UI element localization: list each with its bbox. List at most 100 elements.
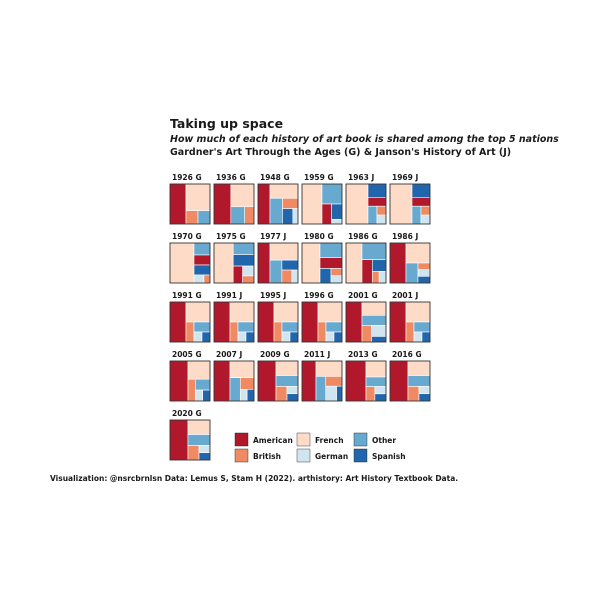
tile-1996-g-american bbox=[301, 301, 319, 343]
tile-2001-j-spanish bbox=[421, 331, 431, 343]
tile-1959-g-french bbox=[301, 183, 323, 225]
panel-frame-2011-j bbox=[301, 360, 343, 402]
panel-label-1986-j: 1986 J bbox=[392, 232, 418, 241]
legend-label-spanish: Spanish bbox=[372, 452, 406, 461]
tile-1991-g-american bbox=[169, 301, 187, 343]
panel-frame-1991-j bbox=[213, 301, 255, 343]
tile-1986-g-american bbox=[361, 259, 373, 284]
tile-2020-g-french bbox=[187, 419, 211, 435]
tile-1969-j-british bbox=[420, 205, 431, 216]
tile-1969-j-german bbox=[420, 214, 431, 225]
panel-frame-1995-j bbox=[257, 301, 299, 343]
tile-1970-g-spanish bbox=[193, 264, 211, 276]
tile-2005-g-spanish bbox=[202, 389, 211, 402]
legend-swatch-spanish bbox=[353, 448, 368, 463]
panel-label-1969-j: 1969 J bbox=[392, 173, 418, 182]
tile-2016-g-other bbox=[407, 375, 431, 387]
tile-2013-g-british bbox=[365, 386, 376, 402]
tile-2001-j-american bbox=[389, 301, 407, 343]
panel-frame-1996-g bbox=[301, 301, 343, 343]
legend-label-american: American bbox=[253, 436, 293, 445]
panel-frame-1948-g bbox=[257, 183, 299, 225]
panel-frame-2005-g bbox=[169, 360, 211, 402]
panel-frame-2009-g bbox=[257, 360, 299, 402]
panel-frame-1986-j bbox=[389, 242, 431, 284]
tile-1959-g-american bbox=[321, 203, 332, 225]
tile-2001-g-german bbox=[371, 325, 387, 337]
panel-label-1975-g: 1975 G bbox=[216, 232, 246, 241]
panel-label-2016-g: 2016 G bbox=[392, 350, 422, 359]
panel-label-1963-j: 1963 J bbox=[348, 173, 374, 182]
tile-2016-g-american bbox=[389, 360, 409, 402]
tile-2007-j-other bbox=[229, 377, 241, 402]
tile-1969-j-spanish bbox=[411, 183, 431, 198]
tile-1959-g-spanish bbox=[331, 203, 343, 220]
tile-1969-j-other bbox=[411, 205, 422, 225]
tile-1980-g-other bbox=[319, 242, 343, 258]
tile-1970-g-german bbox=[193, 274, 205, 284]
tile-1991-j-british bbox=[229, 321, 239, 343]
tile-1975-g-german bbox=[242, 265, 255, 277]
chart-subtitle: How much of each history of art book is … bbox=[170, 134, 559, 145]
tile-2016-g-british bbox=[407, 386, 420, 402]
tile-2011-j-german bbox=[325, 385, 337, 402]
tile-1948-g-spanish bbox=[282, 208, 294, 225]
chart-subtitle-books: Gardner's Art Through the Ages (G) & Jan… bbox=[170, 147, 512, 158]
chart-caption: Visualization: @nsrcbrnlsn Data: Lemus S… bbox=[50, 474, 459, 483]
tile-1996-g-french bbox=[317, 301, 343, 323]
tile-1996-g-german bbox=[325, 331, 335, 343]
tile-1986-g-french bbox=[345, 242, 363, 284]
tile-2007-j-british bbox=[239, 377, 255, 390]
panel-frame-1980-g bbox=[301, 242, 343, 284]
tile-2007-j-french bbox=[229, 360, 255, 378]
tile-1963-j-spanish bbox=[367, 183, 387, 198]
tile-1980-g-spanish bbox=[319, 268, 332, 284]
panel-label-2011-j: 2011 J bbox=[304, 350, 330, 359]
tile-1936-g-american bbox=[213, 183, 232, 225]
tile-1995-j-american bbox=[257, 301, 275, 343]
panel-label-2005-g: 2005 G bbox=[172, 350, 202, 359]
tile-1991-j-german bbox=[237, 331, 247, 343]
tile-2001-j-german bbox=[413, 331, 423, 343]
legend-swatch-american bbox=[234, 432, 249, 447]
panel-label-1948-g: 1948 G bbox=[260, 173, 290, 182]
tile-1926-g-british bbox=[185, 210, 199, 225]
tile-2009-g-american bbox=[257, 360, 277, 402]
tile-1986-j-british bbox=[417, 262, 431, 270]
tile-1991-j-french bbox=[229, 301, 255, 323]
tile-1977-j-other bbox=[269, 259, 283, 284]
tile-1975-g-other bbox=[232, 242, 255, 255]
legend-label-german: German bbox=[315, 452, 348, 461]
tile-1995-j-french bbox=[273, 301, 299, 323]
panel-frame-2001-g bbox=[345, 301, 387, 343]
panel-label-2007-j: 2007 J bbox=[216, 350, 242, 359]
tile-2001-g-spanish bbox=[371, 336, 387, 343]
tile-1970-g-other bbox=[193, 242, 211, 256]
panel-label-2009-g: 2009 G bbox=[260, 350, 290, 359]
tile-2009-g-german bbox=[286, 386, 299, 395]
tile-2005-g-british bbox=[187, 378, 196, 402]
tile-1996-g-british bbox=[317, 321, 327, 343]
panel-frame-1991-g bbox=[169, 301, 211, 343]
tile-1963-j-other bbox=[367, 205, 378, 225]
tile-1986-g-other bbox=[361, 242, 387, 260]
chart-title: Taking up space bbox=[170, 116, 284, 131]
tile-1991-g-german bbox=[193, 331, 203, 343]
tile-1975-g-spanish bbox=[232, 254, 255, 267]
tile-1970-g-american bbox=[193, 254, 211, 266]
panel-label-1970-g: 1970 G bbox=[172, 232, 202, 241]
tile-1959-g-german bbox=[331, 219, 343, 225]
tile-2013-g-french bbox=[365, 360, 387, 378]
panel-label-2001-j: 2001 J bbox=[392, 291, 418, 300]
tile-1926-g-other bbox=[197, 210, 211, 225]
tile-2007-j-american bbox=[213, 360, 231, 402]
panel-label-1986-g: 1986 G bbox=[348, 232, 378, 241]
legend-swatch-french bbox=[296, 432, 311, 447]
tile-2001-j-british bbox=[405, 321, 415, 343]
panel-label-2020-g: 2020 G bbox=[172, 409, 202, 418]
tile-1975-g-french bbox=[213, 242, 234, 284]
tile-1980-g-french bbox=[301, 242, 321, 284]
tile-1995-j-german bbox=[281, 331, 291, 343]
tile-1977-j-french bbox=[269, 242, 299, 261]
